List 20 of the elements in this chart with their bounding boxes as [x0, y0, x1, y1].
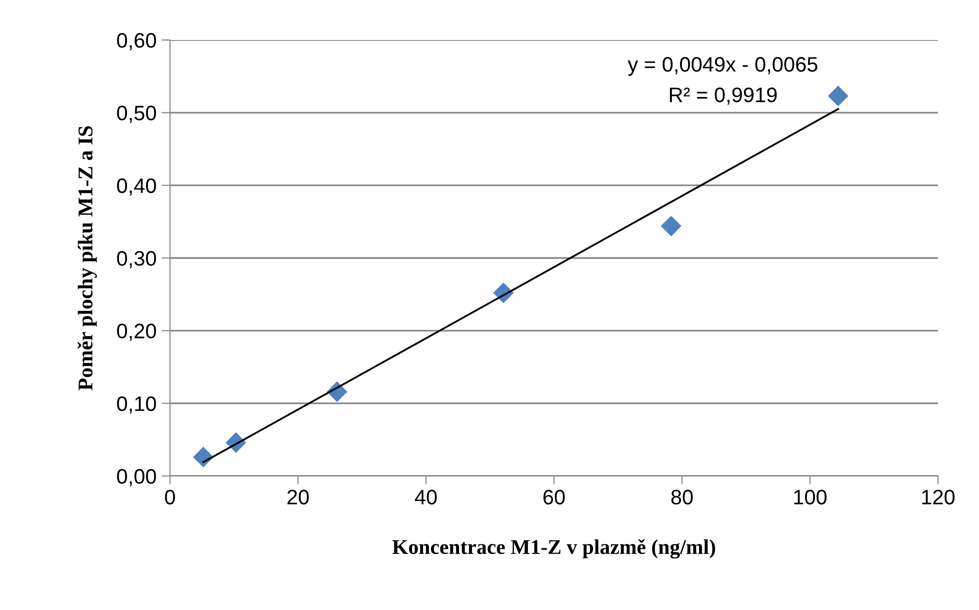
point [660, 216, 682, 236]
x-tick-label: 40 [414, 490, 437, 504]
x-tick-label: 60 [543, 490, 565, 504]
annotation: R² = 0,9919 [670, 88, 777, 105]
x-tick-label: 80 [671, 490, 693, 504]
x-tick-label: 120 [922, 490, 955, 504]
y-tick-label: 0,20 [117, 324, 156, 341]
y-axis-title: Poměr plochy píku M1-Z a IS [78, 126, 97, 390]
y-tick-label: 0,40 [117, 178, 156, 196]
y-tick-label: 0,30 [117, 251, 156, 268]
y-tick-label: 0,10 [117, 396, 156, 414]
y-tick-label: 0,60 [117, 33, 156, 50]
y-tick-label: 0,00 [117, 469, 156, 486]
x-tick-label: 100 [794, 490, 827, 504]
y-tick-label: 0,50 [117, 106, 156, 123]
x-tick-label: 0 [165, 490, 175, 504]
annotation: y = 0,0049x - 0,0065 [628, 57, 818, 76]
x-axis-title: Koncentrace M1-Z v plazmě (ng/ml) [392, 539, 716, 558]
point [828, 86, 848, 106]
x-tick-label: 20 [287, 490, 309, 504]
